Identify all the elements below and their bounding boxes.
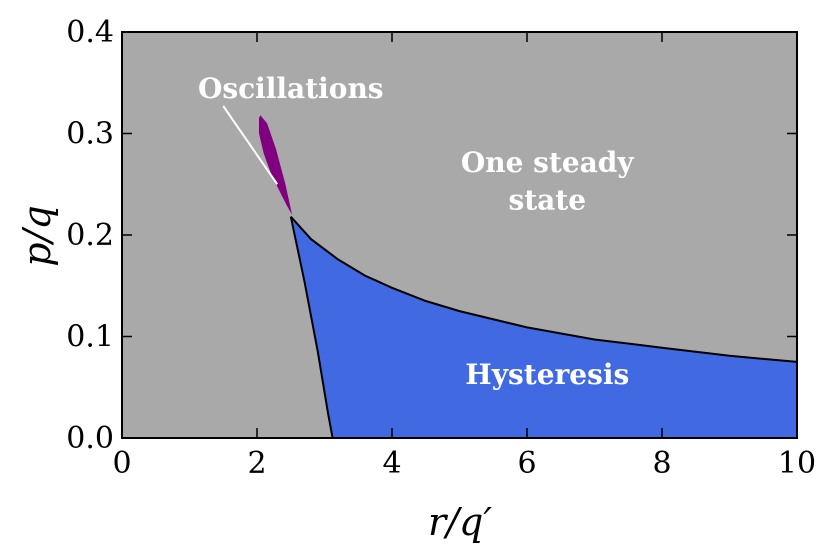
upper-boundary-line	[290, 216, 798, 363]
x-tick-label: 6	[517, 446, 536, 481]
y-tick-label: 0.3	[66, 117, 114, 152]
label-one-steady-line2: state	[508, 184, 586, 217]
y-tick-label: 0.2	[66, 218, 114, 253]
oscillations-region	[259, 115, 293, 215]
x-axis-title: r/q′	[428, 500, 492, 544]
y-axis: 0.0 0.1 0.2 0.3 0.4	[66, 15, 797, 456]
x-axis: 0 2 4 6 8 10	[112, 32, 816, 481]
label-one-steady-line1: One steady	[461, 146, 635, 179]
hysteresis-region	[290, 216, 797, 438]
oscillations-pointer-line	[222, 105, 279, 185]
y-tick-label: 0.1	[66, 320, 114, 355]
x-tick-label: 10	[778, 446, 816, 481]
x-tick-label: 0	[112, 446, 131, 481]
y-axis-title: p/q	[15, 205, 59, 266]
x-tick-label: 8	[652, 446, 671, 481]
label-oscillations: Oscillations	[198, 72, 384, 105]
x-tick-label: 2	[247, 446, 266, 481]
y-tick-label: 0.4	[66, 15, 114, 50]
label-hysteresis: Hysteresis	[465, 358, 629, 391]
y-tick-label: 0.0	[66, 421, 114, 456]
x-tick-label: 4	[382, 446, 401, 481]
lower-boundary-line	[289, 216, 334, 439]
